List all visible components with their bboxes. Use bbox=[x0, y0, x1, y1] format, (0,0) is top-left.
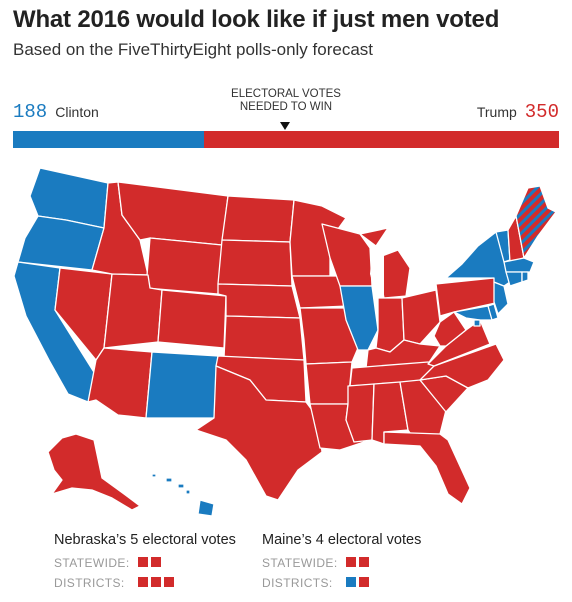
state-MS bbox=[345, 383, 375, 443]
clinton-tally: 188 Clinton bbox=[13, 101, 99, 123]
trump-tally: Trump 350 bbox=[477, 101, 559, 123]
state-NM bbox=[145, 351, 219, 419]
state-AZ bbox=[87, 347, 153, 419]
vote-square bbox=[359, 556, 369, 567]
state-NJ bbox=[493, 281, 509, 315]
state-TX bbox=[195, 365, 323, 501]
state-CO bbox=[157, 289, 227, 349]
nebraska-statewide-label: STATEWIDE: bbox=[54, 555, 130, 570]
vote-square bbox=[138, 556, 148, 567]
nebraska-title: Nebraska’s 5 electoral votes bbox=[54, 532, 236, 548]
nebraska-districts-squares bbox=[138, 574, 177, 592]
clinton-bar-segment bbox=[13, 131, 204, 148]
maine-statewide-label: STATEWIDE: bbox=[262, 555, 338, 570]
vote-square bbox=[164, 576, 174, 587]
needed-to-win-marker bbox=[280, 122, 290, 130]
nebraska-districts-label: DISTRICTS: bbox=[54, 575, 125, 590]
state-HI bbox=[151, 473, 215, 517]
nebraska-statewide-squares bbox=[138, 554, 164, 572]
vote-square bbox=[359, 576, 369, 587]
state-AR bbox=[305, 361, 353, 405]
state-ND bbox=[221, 195, 295, 243]
state-SD bbox=[217, 239, 293, 287]
lake-michigan bbox=[370, 248, 384, 296]
us-map bbox=[13, 167, 557, 517]
state-WY bbox=[145, 237, 223, 295]
clinton-label: Clinton bbox=[55, 104, 99, 120]
state-OH bbox=[401, 289, 441, 345]
maine-statewide-row: STATEWIDE: bbox=[262, 554, 421, 571]
state-DE bbox=[487, 303, 499, 321]
nebraska-districts-row: DISTRICTS: bbox=[54, 574, 236, 591]
vote-square bbox=[138, 576, 148, 587]
maine-districts-squares bbox=[346, 574, 372, 592]
maine-statewide-squares bbox=[346, 554, 372, 572]
trump-label: Trump bbox=[476, 104, 517, 120]
state-FL bbox=[383, 431, 471, 505]
maine-districts-label: DISTRICTS: bbox=[262, 575, 333, 590]
state-DC bbox=[473, 319, 481, 327]
vote-square bbox=[151, 576, 161, 587]
state-MA bbox=[503, 257, 535, 273]
state-NC bbox=[419, 343, 505, 389]
state-NE bbox=[217, 283, 301, 319]
trump-votes: 350 bbox=[524, 101, 559, 123]
maine-split-box: Maine’s 4 electoral votes STATEWIDE: DIS… bbox=[262, 532, 421, 594]
chart-subtitle: Based on the FiveThirtyEight polls-only … bbox=[13, 40, 374, 59]
nebraska-statewide-row: STATEWIDE: bbox=[54, 554, 236, 571]
trump-bar-segment bbox=[203, 131, 559, 148]
clinton-votes: 188 bbox=[13, 101, 48, 123]
state-PA bbox=[435, 277, 501, 317]
maine-title: Maine’s 4 electoral votes bbox=[262, 532, 422, 548]
vote-square bbox=[151, 556, 161, 567]
state-ME bbox=[515, 185, 557, 259]
vote-square bbox=[346, 556, 356, 567]
state-MD bbox=[453, 305, 497, 321]
needed-to-win-label: ELECTORAL VOTES NEEDED TO WIN bbox=[231, 88, 341, 113]
maine-districts-row: DISTRICTS: bbox=[262, 574, 421, 591]
chart-title: What 2016 would look like if just men vo… bbox=[13, 6, 500, 33]
state-CT bbox=[505, 271, 523, 287]
state-KS bbox=[223, 315, 305, 361]
nebraska-split-box: Nebraska’s 5 electoral votes STATEWIDE: … bbox=[54, 532, 236, 594]
state-AK bbox=[47, 433, 141, 511]
state-RI bbox=[521, 271, 529, 283]
vote-square bbox=[346, 576, 356, 587]
electoral-vote-bar bbox=[13, 131, 559, 148]
